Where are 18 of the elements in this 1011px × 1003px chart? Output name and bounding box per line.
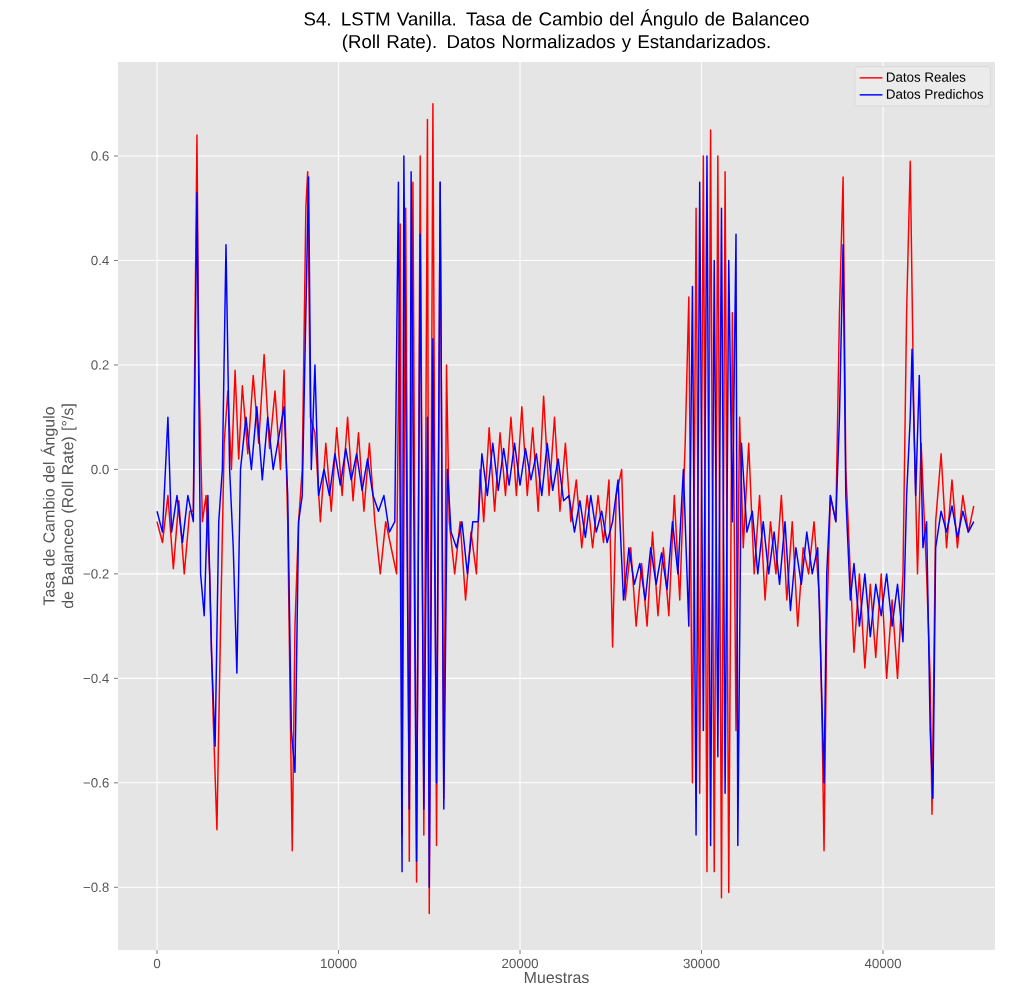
y-tick-label: 0.4: [91, 255, 109, 266]
x-tick-label: 0: [153, 958, 161, 969]
x-tick-label: 30000: [683, 958, 720, 969]
y-tick-label: 0.2: [91, 360, 109, 370]
y-tick-label: −0.4: [83, 673, 109, 684]
x-axis-title: Muestras: [524, 971, 589, 984]
y-axis-title: Tasa de Cambio del Ángulo de Balanceo (Roll Rate) [°/s]: [40, 404, 77, 609]
x-tick-label: 20000: [502, 958, 539, 969]
y-tick-label: −0.2: [83, 569, 109, 579]
x-tick-label: 40000: [864, 958, 902, 969]
chart-title: S4. LSTM Vanilla. Tasa de Cambio del Ángulo de Balanceo (Roll Rate). Datos Normalizados y Estandarizados.: [304, 9, 809, 52]
x-tick-label: 10000: [321, 958, 357, 969]
y-tick-label: 0.6: [91, 151, 109, 161]
legend-label: Datos Predichos: [886, 89, 984, 99]
y-tick-label: −0.6: [83, 778, 109, 788]
legend-label: Datos Reales: [886, 72, 966, 82]
y-tick-label: 0.0: [91, 464, 109, 475]
y-tick-label: −0.8: [83, 882, 109, 893]
